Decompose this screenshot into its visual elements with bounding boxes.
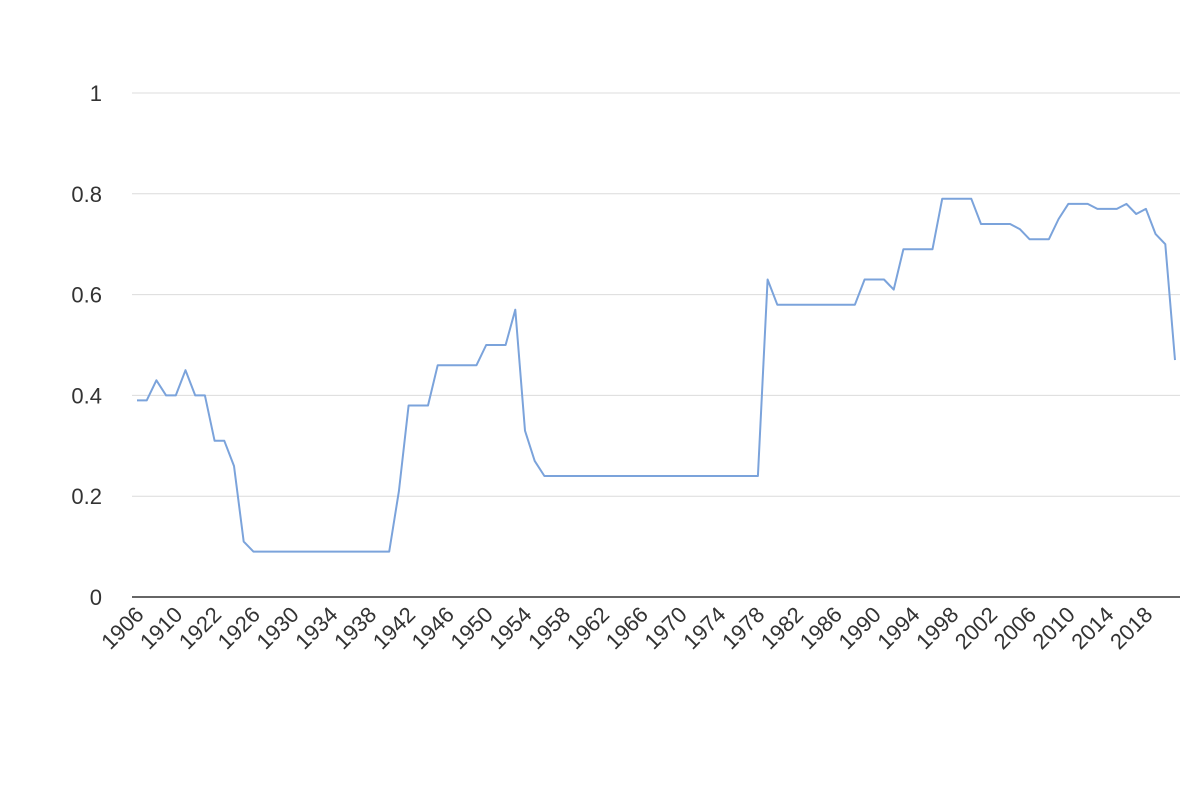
x-tick-label: 1998 — [911, 602, 963, 654]
x-tick-label: 1990 — [834, 602, 886, 654]
x-tick-label: 1986 — [795, 602, 847, 654]
x-tick-label: 1966 — [601, 602, 653, 654]
y-tick-label: 0.2 — [71, 484, 102, 509]
x-tick-label: 1950 — [445, 602, 497, 654]
x-tick-label: 1962 — [562, 602, 614, 654]
x-tick-label: 1978 — [717, 602, 769, 654]
y-tick-label: 0 — [90, 585, 102, 610]
x-tick-label: 1946 — [407, 602, 459, 654]
x-tick-label: 1942 — [368, 602, 420, 654]
x-tick-label: 1938 — [329, 602, 381, 654]
y-tick-label: 0.4 — [71, 383, 102, 408]
y-tick-label: 1 — [90, 81, 102, 106]
y-tick-label: 0.6 — [71, 283, 102, 308]
x-tick-label: 2002 — [950, 602, 1002, 654]
x-tick-label: 1934 — [290, 602, 342, 654]
x-tick-label: 1922 — [174, 602, 226, 654]
x-tick-label: 2018 — [1105, 602, 1157, 654]
x-tick-label: 1906 — [96, 602, 148, 654]
data-line — [137, 197, 1176, 553]
x-tick-label: 1926 — [213, 602, 265, 654]
x-tick-label: 2014 — [1066, 602, 1118, 654]
x-tick-label: 1970 — [639, 602, 691, 654]
x-tick-label: 1958 — [523, 602, 575, 654]
y-tick-label: 0.8 — [71, 182, 102, 207]
x-tick-label: 1930 — [251, 602, 303, 654]
x-tick-label: 2006 — [989, 602, 1041, 654]
x-tick-label: 1982 — [756, 602, 808, 654]
x-tick-label: 1994 — [872, 602, 924, 654]
x-tick-label: 1954 — [484, 602, 536, 654]
x-tick-label: 2010 — [1028, 602, 1080, 654]
x-tick-label: 1974 — [678, 602, 730, 654]
x-tick-label: 1910 — [135, 602, 187, 654]
